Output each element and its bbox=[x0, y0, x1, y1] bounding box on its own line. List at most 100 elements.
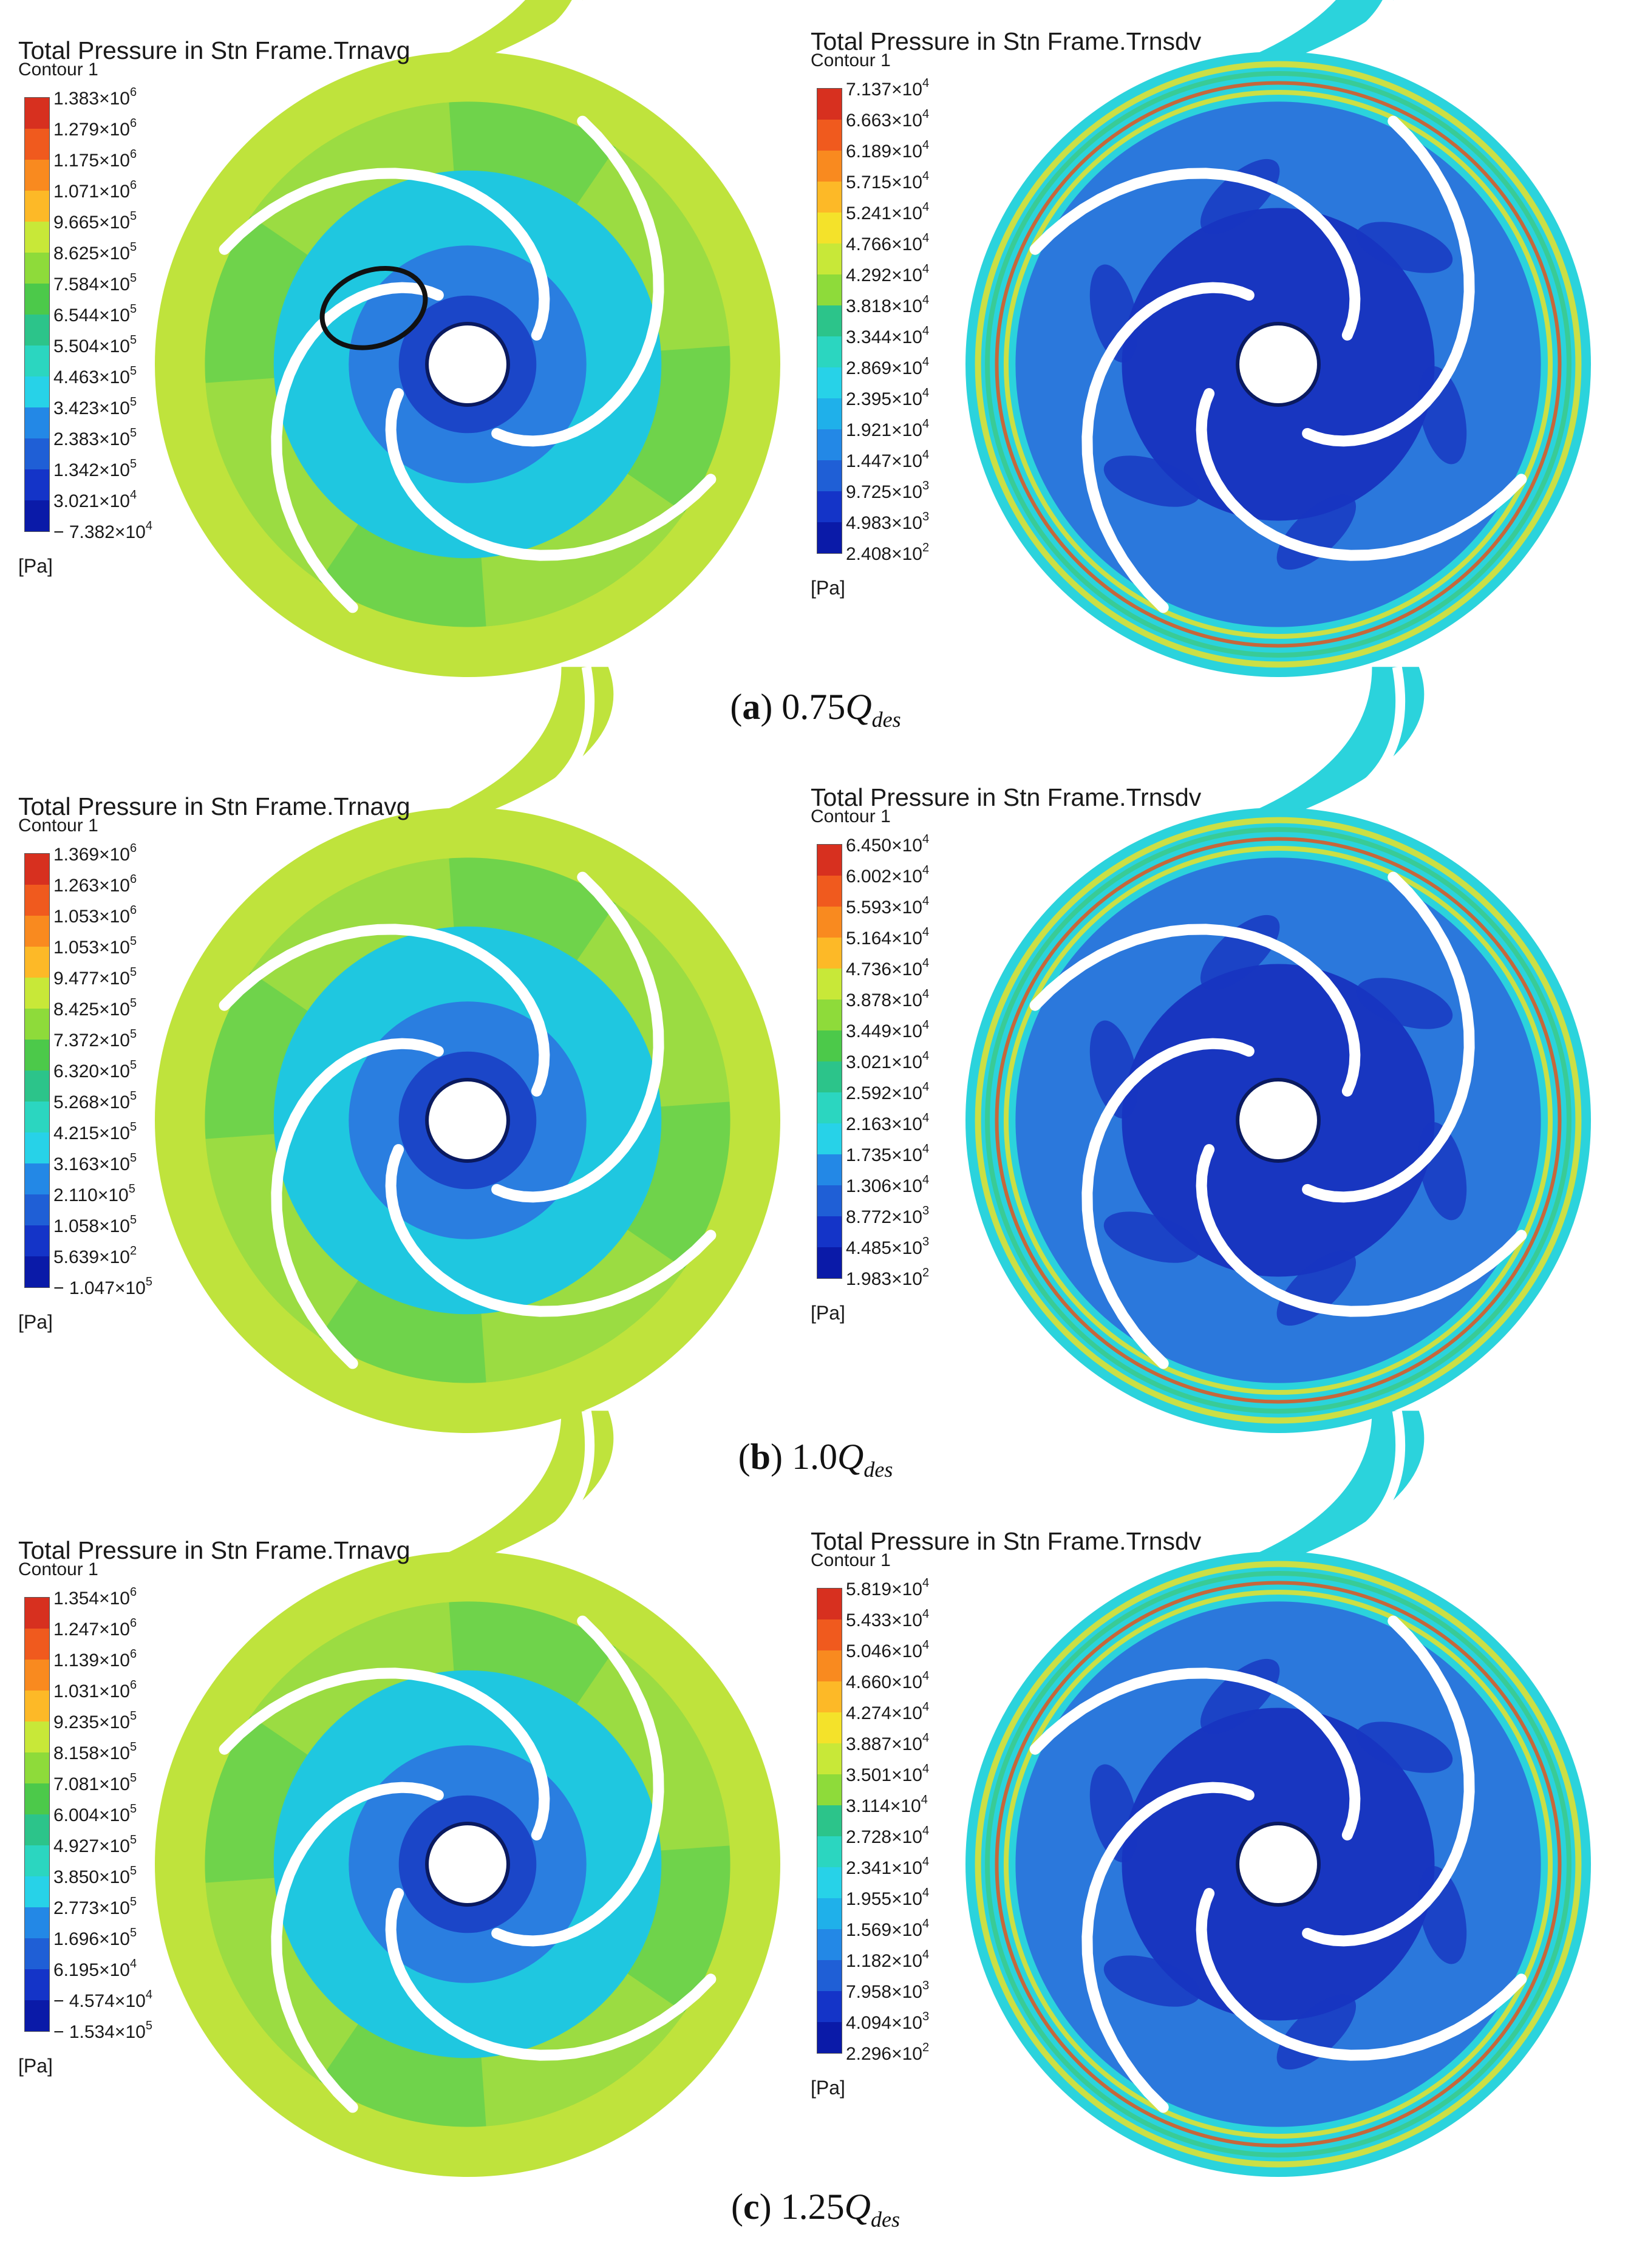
legend-tick-label: 3.423×105 bbox=[53, 395, 137, 418]
discharge-pipe bbox=[436, 0, 583, 58]
colorbar-segment bbox=[25, 346, 49, 376]
colorbar bbox=[817, 1588, 842, 2054]
impeller-blade bbox=[271, 1038, 444, 1369]
colorbar-segment bbox=[25, 1783, 49, 1814]
legend-tick-label: 3.114×104 bbox=[846, 1793, 928, 1816]
fluctuation-ring bbox=[1003, 89, 1553, 639]
legend-tick-label: 4.094×103 bbox=[846, 2010, 930, 2033]
colorbar-segment bbox=[817, 1805, 842, 1836]
caption-letter: c bbox=[743, 2187, 760, 2227]
impeller-hub bbox=[1236, 1822, 1321, 1907]
legend-tick-label: 9.725×103 bbox=[846, 479, 930, 502]
legend-tick-label: 8.772×103 bbox=[846, 1204, 930, 1227]
legend-tick-label: 3.878×104 bbox=[846, 987, 930, 1010]
colorbar-segment bbox=[817, 876, 842, 907]
fluctuation-blob bbox=[1356, 978, 1453, 1029]
colorbar-segment bbox=[25, 947, 49, 978]
colorbar-segment bbox=[25, 253, 49, 284]
colorbar-segment bbox=[25, 98, 49, 129]
legend-tick-label: 1.569×104 bbox=[846, 1917, 930, 1940]
legend-tick-label: 4.215×105 bbox=[53, 1120, 137, 1143]
colorbar-segment bbox=[817, 1712, 842, 1743]
impeller-blade bbox=[1029, 1667, 1361, 1841]
legend-tick-label: 3.887×104 bbox=[846, 1731, 930, 1754]
legend-tick-label: 6.320×105 bbox=[53, 1058, 137, 1081]
impeller-blade bbox=[1302, 115, 1475, 447]
figure-row-a: Total Pressure in Stn Frame.Trnavg Contou… bbox=[0, 0, 1631, 756]
legend-tick-label: 3.021×104 bbox=[53, 488, 137, 511]
legend-tick-label: 4.736×104 bbox=[846, 956, 930, 979]
impeller-hub bbox=[1236, 322, 1321, 407]
legend-title: Total Pressure in Stn Frame.Trnsdv bbox=[811, 27, 1202, 55]
legend-subtitle: Contour 1 bbox=[811, 806, 891, 826]
discharge-pipe bbox=[436, 1411, 614, 1558]
legend-unit: [Pa] bbox=[811, 1302, 845, 1324]
legend-tick-label: 3.818×104 bbox=[846, 293, 930, 316]
subfigure-caption: (b) 1.0Qdes bbox=[738, 1437, 893, 1482]
legend-unit: [Pa] bbox=[18, 555, 53, 577]
pump-contour-sdv-0 bbox=[965, 0, 1591, 677]
legend-tick-label: 1.182×104 bbox=[846, 1948, 930, 1971]
legend-tick-label: 9.235×105 bbox=[53, 1709, 137, 1732]
legend-tick-label: 5.504×105 bbox=[53, 333, 137, 356]
legend-subtitle: Contour 1 bbox=[18, 816, 98, 836]
colorbar bbox=[817, 844, 842, 1279]
legend-tick-label: − 1.534×105 bbox=[53, 2019, 152, 2042]
legend-tick-label: 5.819×104 bbox=[846, 1576, 930, 1599]
colorbar-segment bbox=[25, 978, 49, 1009]
legend-tick-label: 5.639×102 bbox=[53, 1244, 137, 1267]
colorbar-segment bbox=[817, 460, 842, 491]
fluctuation-ring bbox=[1003, 1589, 1553, 2139]
colorbar-segment bbox=[25, 407, 49, 438]
fluctuation-ring bbox=[975, 817, 1582, 1424]
legend-tick-label: 9.477×105 bbox=[53, 965, 137, 989]
discharge-pipe-edge bbox=[1326, 666, 1406, 812]
subfigure-caption: (a) 0.75Qdes bbox=[730, 687, 901, 732]
colorbar bbox=[24, 97, 50, 532]
colorbar-segment bbox=[817, 907, 842, 938]
impeller-blade bbox=[1081, 1782, 1255, 2113]
fluctuation-blob bbox=[1103, 1211, 1200, 1263]
caption-subscript: des bbox=[863, 1457, 893, 1482]
legend-tick-label: 1.053×105 bbox=[53, 935, 137, 958]
discharge-pipe bbox=[1247, 667, 1425, 814]
colorbar-segment bbox=[817, 1867, 842, 1898]
colorbar bbox=[24, 1597, 50, 2032]
colorbar-segment bbox=[25, 1598, 49, 1629]
legend-tick-label: 4.485×103 bbox=[846, 1235, 930, 1258]
legend-tick-label: 6.002×104 bbox=[846, 863, 930, 887]
colorbar-segment bbox=[817, 120, 842, 151]
legend-tick-label: 9.665×105 bbox=[53, 209, 137, 233]
legend-tick-label: 1.354×106 bbox=[53, 1585, 137, 1609]
legend-tick-label: 2.592×104 bbox=[846, 1080, 930, 1103]
pump-contour-sdv-2 bbox=[965, 1409, 1591, 2177]
colorbar-segment bbox=[817, 999, 842, 1030]
colorbar-segment bbox=[25, 1752, 49, 1783]
legend-title: Total Pressure in Stn Frame.Trnavg bbox=[18, 36, 410, 64]
colorbar-segment bbox=[817, 336, 842, 367]
legend-subtitle: Contour 1 bbox=[18, 60, 98, 80]
colorbar-segment bbox=[817, 969, 842, 999]
caption-subscript: des bbox=[871, 707, 901, 732]
colorbar-segment bbox=[25, 284, 49, 315]
legend-tick-label: 2.869×104 bbox=[846, 355, 930, 378]
colorbar-segment bbox=[25, 1194, 49, 1225]
legend-tick-label: 6.663×104 bbox=[846, 107, 930, 131]
pump-contour-avg-2 bbox=[155, 1409, 780, 2177]
legend-title: Total Pressure in Stn Frame.Trnsdv bbox=[811, 783, 1202, 811]
legend-tick-label: 1.263×106 bbox=[53, 873, 137, 896]
legend-tick-label: 1.696×105 bbox=[53, 1926, 137, 1949]
colorbar-segment bbox=[25, 1876, 49, 1907]
colorbar-segment bbox=[25, 500, 49, 531]
colorbar bbox=[817, 88, 842, 554]
impeller-blade bbox=[491, 115, 664, 447]
legend-tick-label: 2.383×105 bbox=[53, 426, 137, 449]
pump-contour-sdv-1 bbox=[965, 666, 1591, 1433]
caption-symbol: Q bbox=[837, 1437, 864, 1477]
legend-subtitle: Contour 1 bbox=[811, 50, 891, 70]
legend-tick-label: − 7.382×104 bbox=[53, 519, 152, 542]
impeller-blade bbox=[271, 282, 444, 613]
fluctuation-ring bbox=[985, 71, 1571, 658]
legend-tick-label: 4.274×104 bbox=[846, 1700, 930, 1723]
colorbar-segment bbox=[25, 315, 49, 346]
